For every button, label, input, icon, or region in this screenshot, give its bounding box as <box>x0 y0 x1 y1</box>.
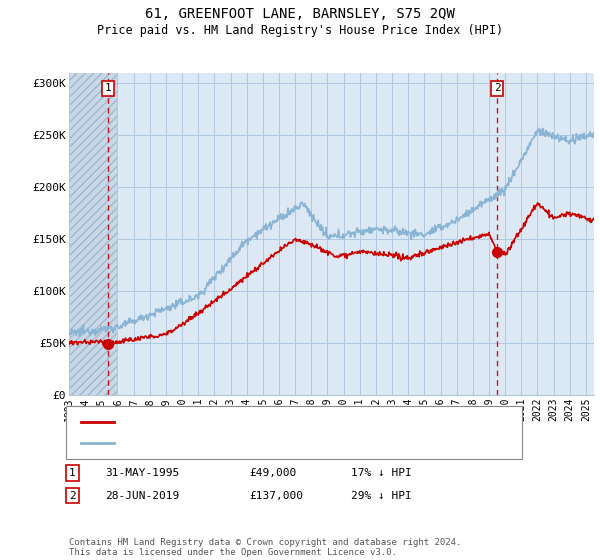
Text: 61, GREENFOOT LANE, BARNSLEY, S75 2QW: 61, GREENFOOT LANE, BARNSLEY, S75 2QW <box>145 7 455 21</box>
Text: HPI: Average price, detached house, Barnsley: HPI: Average price, detached house, Barn… <box>120 438 395 448</box>
Text: 28-JUN-2019: 28-JUN-2019 <box>105 491 179 501</box>
Text: 61, GREENFOOT LANE, BARNSLEY, S75 2QW (detached house): 61, GREENFOOT LANE, BARNSLEY, S75 2QW (d… <box>120 417 458 427</box>
Text: Contains HM Land Registry data © Crown copyright and database right 2024.
This d: Contains HM Land Registry data © Crown c… <box>69 538 461 557</box>
Text: 17% ↓ HPI: 17% ↓ HPI <box>351 468 412 478</box>
Text: 1: 1 <box>105 83 112 94</box>
Bar <box>69 73 118 395</box>
Text: Price paid vs. HM Land Registry's House Price Index (HPI): Price paid vs. HM Land Registry's House … <box>97 24 503 36</box>
Text: 2: 2 <box>69 491 76 501</box>
Text: £49,000: £49,000 <box>249 468 296 478</box>
Text: 31-MAY-1995: 31-MAY-1995 <box>105 468 179 478</box>
Text: 29% ↓ HPI: 29% ↓ HPI <box>351 491 412 501</box>
Text: 2: 2 <box>494 83 500 94</box>
Text: £137,000: £137,000 <box>249 491 303 501</box>
Text: 1: 1 <box>69 468 76 478</box>
